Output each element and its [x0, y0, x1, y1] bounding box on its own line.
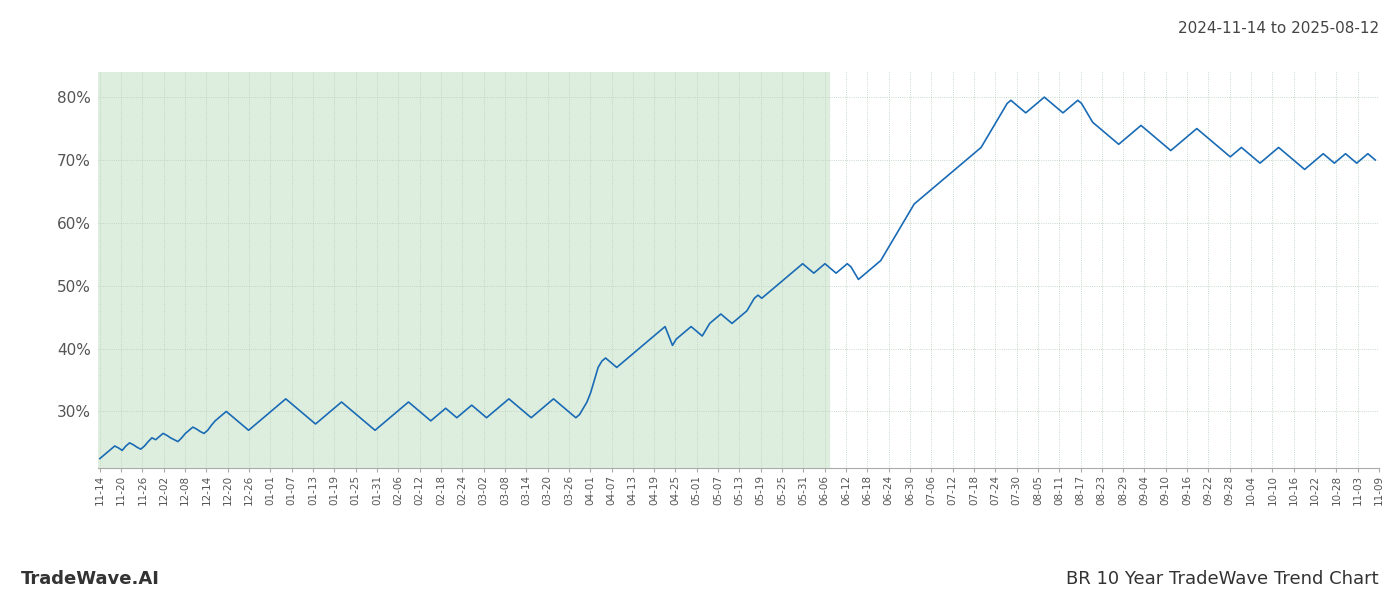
Text: 2024-11-14 to 2025-08-12: 2024-11-14 to 2025-08-12 [1177, 21, 1379, 36]
Text: BR 10 Year TradeWave Trend Chart: BR 10 Year TradeWave Trend Chart [1067, 570, 1379, 588]
Text: TradeWave.AI: TradeWave.AI [21, 570, 160, 588]
Bar [98, 72, 829, 468]
